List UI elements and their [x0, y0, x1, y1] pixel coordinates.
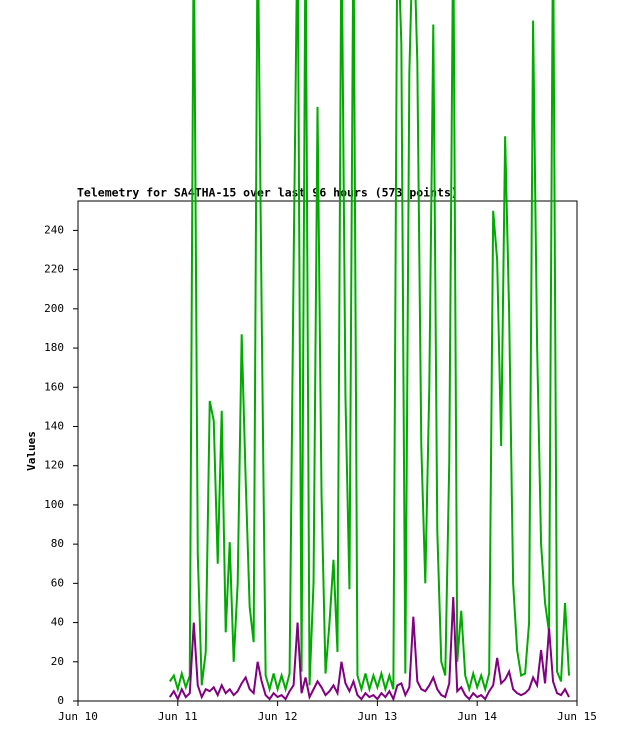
- y-tick-label: 200: [44, 302, 64, 315]
- x-tick-label: Jun 15: [557, 710, 597, 723]
- y-tick-label: 180: [44, 341, 64, 354]
- y-tick-label: 100: [44, 498, 64, 511]
- y-tick-label: 240: [44, 223, 64, 236]
- y-axis-label: Values: [25, 431, 38, 471]
- x-tick-label: Jun 13: [358, 710, 398, 723]
- y-tick-label: 80: [51, 537, 64, 550]
- chart-title: Telemetry for SA4THA-15 over last 96 hou…: [77, 186, 458, 200]
- y-tick-label: 20: [51, 655, 64, 668]
- y-tick-label: 120: [44, 459, 64, 472]
- y-tick-label: 0: [57, 694, 64, 707]
- x-tick-label: Jun 12: [258, 710, 298, 723]
- y-tick-label: 60: [51, 576, 64, 589]
- y-tick-label: 40: [51, 616, 64, 629]
- x-tick-label: Jun 14: [457, 710, 497, 723]
- plot-frame: [77, 200, 578, 702]
- x-tick-label: Jun 10: [58, 710, 98, 723]
- series-line: [168, 0, 571, 694]
- y-tick-label: 160: [44, 380, 64, 393]
- y-tick-label: 220: [44, 263, 64, 276]
- series-line: [168, 597, 570, 702]
- y-tick-label: 140: [44, 419, 64, 432]
- x-tick-label: Jun 11: [158, 710, 198, 723]
